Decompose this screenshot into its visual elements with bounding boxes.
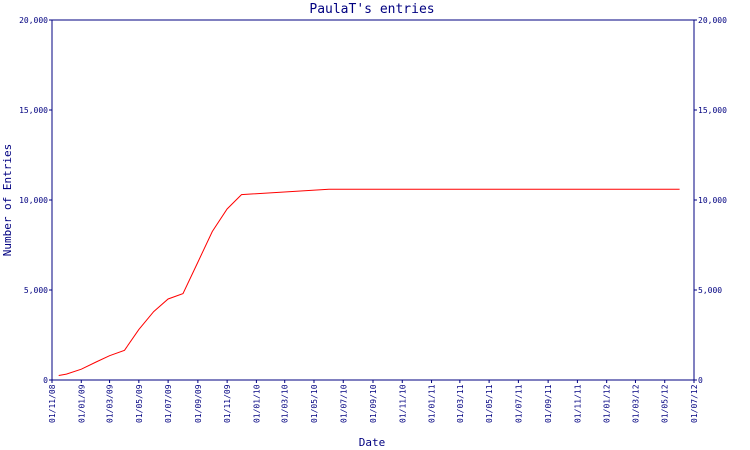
x-tick-label: 01/05/10 [310,384,319,423]
x-tick-label: 01/01/12 [603,384,612,423]
x-tick-label: 01/03/10 [281,384,290,423]
x-tick-label: 01/11/11 [573,384,582,423]
x-tick-label: 01/07/12 [690,384,699,423]
x-tick-label: 01/05/12 [661,384,670,423]
x-axis-label: Date [359,436,386,449]
series-line [58,188,680,376]
y-ticks: 0 0 5,000 5,000 10,000 10,000 15,000 15,000 20,0… [19,16,727,385]
x-tick-label: 01/07/11 [514,384,523,423]
x-tick-label: 01/07/09 [164,384,173,423]
x-tick-label: 01/01/09 [77,384,86,423]
y-tick-label-left: 20,000 [19,16,48,25]
x-tick-label: 01/01/10 [252,384,261,423]
x-tick-label: 01/09/09 [194,384,203,423]
x-tick-label: 01/11/10 [398,384,407,423]
y-tick-label-right: 0 [698,376,703,385]
y-tick-label-left: 15,000 [19,106,48,115]
x-tick-label: 01/09/11 [544,384,553,423]
chart-title: PaulaT's entries [309,2,434,17]
plot-frame [51,19,695,381]
x-tick-label: 01/11/09 [223,384,232,423]
x-tick-label: 01/09/10 [369,384,378,423]
y-axis-label: Number of Entries [1,144,14,257]
x-tick-label: 01/03/12 [631,384,640,423]
x-tick-label: 01/05/11 [485,384,494,423]
x-tick-label: 01/11/08 [48,384,57,423]
x-tick-label: 01/01/11 [428,384,437,423]
y-tick-label-right: 15,000 [698,106,727,115]
x-tick-label: 01/03/09 [106,384,115,423]
x-tick-label: 01/03/11 [456,384,465,423]
x-ticks: 01/11/08 01/01/09 01/03/09 01/05/09 01/07/09… [48,380,699,423]
y-tick-label-left: 5,000 [24,286,48,295]
y-tick-label-right: 20,000 [698,16,727,25]
y-tick-label-left: 0 [43,376,48,385]
y-tick-label-right: 5,000 [698,286,722,295]
y-tick-label-left: 10,000 [19,196,48,205]
y-tick-label-right: 10,000 [698,196,727,205]
x-tick-label: 01/05/09 [135,384,144,423]
x-tick-label: 01/07/10 [339,384,348,423]
